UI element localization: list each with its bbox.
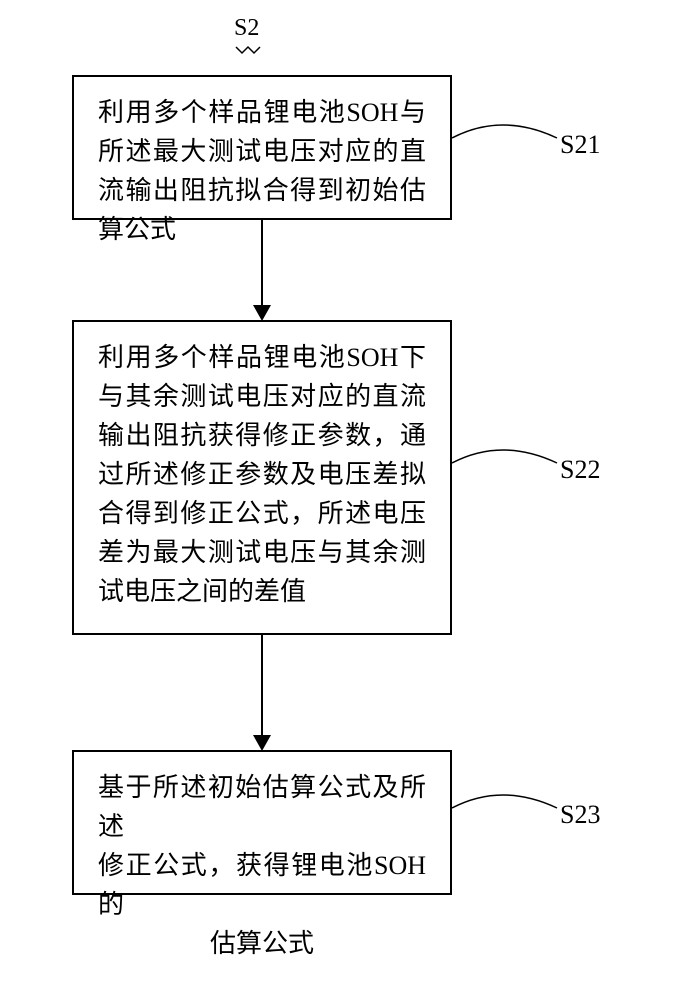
arrow-s21-s22 [261, 220, 263, 310]
connector-curve-s22 [452, 445, 562, 485]
main-step-label: S2 [234, 15, 259, 42]
step-s22-text: 利用多个样品锂电池SOH下与其余测试电压对应的直流输出阻抗获得修正参数，通过所述… [98, 343, 426, 606]
flowchart-step-s22: 利用多个样品锂电池SOH下与其余测试电压对应的直流输出阻抗获得修正参数，通过所述… [72, 320, 452, 635]
arrow-head-s21-s22 [253, 305, 271, 321]
step-label-s21: S21 [560, 130, 600, 160]
connector-curve-s21 [452, 120, 562, 160]
step-s23-text-line2: 修正公式，获得锂电池SOH的 [98, 846, 426, 924]
arrow-s22-s23 [261, 635, 263, 740]
step-label-s22: S22 [560, 455, 600, 485]
step-s23-text-line3: 估算公式 [98, 924, 426, 963]
zigzag-decoration [234, 45, 264, 55]
step-label-s23: S23 [560, 800, 600, 830]
arrow-head-s22-s23 [253, 735, 271, 751]
step-s23-text-line1: 基于所述初始估算公式及所述 [98, 768, 426, 846]
flowchart-step-s23: 基于所述初始估算公式及所述 修正公式，获得锂电池SOH的 估算公式 [72, 750, 452, 895]
connector-curve-s23 [452, 790, 562, 830]
flowchart-step-s21: 利用多个样品锂电池SOH与所述最大测试电压对应的直流输出阻抗拟合得到初始估算公式 [72, 75, 452, 220]
